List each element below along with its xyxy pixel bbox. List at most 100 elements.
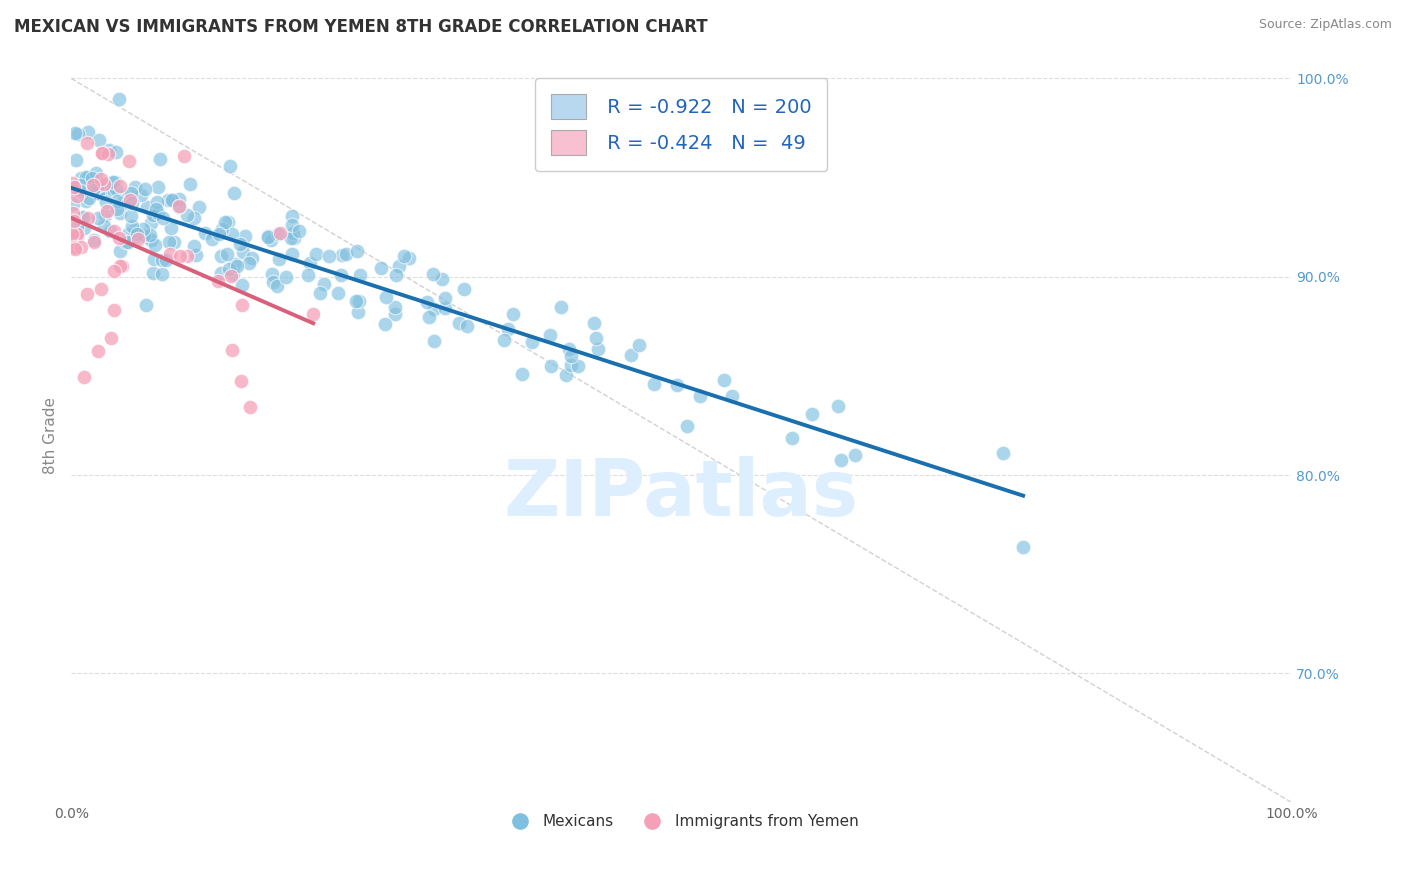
Point	[89, 178, 111, 193]
Point	[157, 194, 180, 208]
Legend: Mexicans, Immigrants from Yemen: Mexicans, Immigrants from Yemen	[498, 808, 865, 835]
Point	[557, 343, 579, 357]
Point	[432, 272, 454, 286]
Point	[434, 301, 457, 316]
Point	[150, 252, 173, 267]
Point	[800, 407, 823, 421]
Point	[145, 237, 167, 252]
Point	[89, 186, 111, 201]
Point	[844, 448, 866, 462]
Point	[83, 235, 105, 249]
Point	[167, 200, 190, 214]
Point	[330, 248, 353, 262]
Point	[269, 252, 291, 266]
Point	[314, 277, 336, 291]
Point	[150, 267, 173, 281]
Point	[60, 177, 83, 191]
Point	[132, 228, 155, 243]
Point	[146, 194, 169, 209]
Point	[125, 229, 148, 244]
Point	[209, 266, 232, 280]
Point	[288, 224, 311, 238]
Point	[115, 235, 138, 250]
Point	[218, 159, 240, 173]
Point	[194, 226, 217, 240]
Point	[77, 124, 100, 138]
Point	[142, 266, 165, 280]
Point	[297, 268, 319, 283]
Point	[146, 206, 169, 220]
Point	[146, 179, 169, 194]
Point	[344, 294, 367, 309]
Point	[238, 256, 260, 270]
Point	[560, 358, 582, 372]
Point	[346, 244, 368, 259]
Point	[231, 297, 253, 311]
Point	[157, 235, 180, 249]
Point	[108, 178, 131, 193]
Point	[75, 194, 97, 209]
Point	[139, 216, 162, 230]
Point	[66, 220, 89, 235]
Point	[73, 220, 96, 235]
Point	[66, 230, 89, 244]
Point	[93, 185, 115, 199]
Point	[152, 211, 174, 225]
Point	[418, 310, 440, 325]
Point	[266, 279, 288, 293]
Point	[280, 209, 302, 223]
Point	[302, 307, 325, 321]
Point	[179, 178, 201, 192]
Point	[132, 222, 155, 236]
Point	[510, 368, 533, 382]
Point	[232, 245, 254, 260]
Point	[127, 232, 149, 246]
Point	[90, 172, 112, 186]
Point	[560, 349, 582, 363]
Point	[374, 318, 396, 332]
Point	[309, 285, 332, 300]
Y-axis label: 8th Grade: 8th Grade	[44, 397, 58, 474]
Point	[129, 187, 152, 202]
Point	[90, 145, 112, 160]
Point	[103, 264, 125, 278]
Point	[554, 368, 576, 382]
Point	[221, 227, 243, 241]
Point	[111, 259, 134, 273]
Point	[94, 194, 117, 209]
Point	[211, 222, 233, 236]
Point	[160, 193, 183, 207]
Point	[209, 250, 232, 264]
Text: MEXICAN VS IMMIGRANTS FROM YEMEN 8TH GRADE CORRELATION CHART: MEXICAN VS IMMIGRANTS FROM YEMEN 8TH GRA…	[14, 18, 707, 36]
Point	[112, 188, 135, 202]
Point	[173, 148, 195, 162]
Point	[226, 260, 249, 274]
Point	[538, 328, 561, 343]
Point	[125, 227, 148, 242]
Point	[143, 252, 166, 267]
Point	[159, 246, 181, 260]
Point	[65, 153, 87, 167]
Point	[233, 229, 256, 244]
Point	[713, 373, 735, 387]
Point	[69, 178, 91, 192]
Point	[80, 176, 103, 190]
Point	[620, 348, 643, 362]
Point	[76, 211, 98, 225]
Point	[283, 231, 305, 245]
Text: Source: ZipAtlas.com: Source: ZipAtlas.com	[1258, 18, 1392, 31]
Point	[142, 208, 165, 222]
Point	[830, 452, 852, 467]
Point	[97, 182, 120, 196]
Point	[101, 183, 124, 197]
Point	[335, 247, 357, 261]
Point	[827, 399, 849, 413]
Point	[67, 181, 90, 195]
Point	[136, 200, 159, 214]
Point	[148, 152, 170, 166]
Point	[422, 267, 444, 281]
Point	[121, 196, 143, 211]
Point	[183, 211, 205, 226]
Point	[993, 446, 1015, 460]
Point	[496, 322, 519, 336]
